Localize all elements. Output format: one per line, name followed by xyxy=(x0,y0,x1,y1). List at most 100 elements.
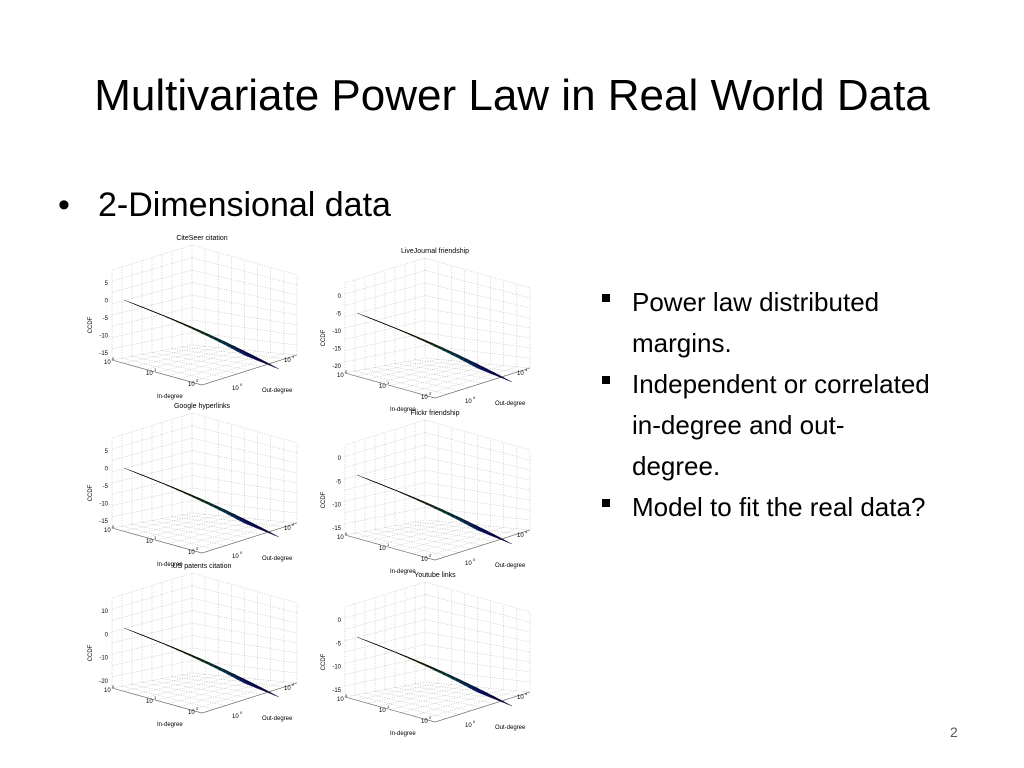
x-tick-label: 10 xyxy=(421,719,428,725)
z-tick-label: -10 xyxy=(332,329,341,335)
ccdf-surface xyxy=(123,627,280,698)
y-tick-label: 10 xyxy=(465,561,472,567)
x-tick-exponent: 1 xyxy=(154,535,157,540)
z-tick-label: -15 xyxy=(99,351,108,357)
x-tick-exponent: 0 xyxy=(112,356,115,361)
x-tick-label: 10 xyxy=(379,546,386,552)
z-tick-label: -10 xyxy=(332,503,341,509)
x-axis-label: In-degree xyxy=(390,407,416,413)
plot-title: Google hyperlinks xyxy=(174,403,231,410)
x-axis-label: In-degree xyxy=(157,562,183,568)
x-tick-label: 10 xyxy=(421,395,428,401)
z-tick-label: -5 xyxy=(336,479,342,485)
plot-google: Google hyperlinks 5 0 -5 -10 -15 CCDF 10 0 10 1 10 2… xyxy=(82,398,317,568)
y-tick-label: 10 xyxy=(517,371,524,377)
ccdf-surface xyxy=(356,636,513,707)
y-axis-label: Out-degree xyxy=(262,388,293,394)
y-tick-exponent: 0 xyxy=(473,395,476,400)
x-tick-label: 10 xyxy=(337,697,344,703)
x-axis-label: In-degree xyxy=(157,394,183,400)
surface-plot-svg: Flickr friendship0-5-10-15CCDF100101102I… xyxy=(321,410,531,575)
x-tick-exponent: 1 xyxy=(387,542,390,547)
x-tick-label: 10 xyxy=(104,688,111,694)
z-tick-label: -10 xyxy=(332,665,341,671)
plot-grid xyxy=(344,257,531,396)
y-tick-label: 10 xyxy=(517,533,524,539)
plot-grid xyxy=(111,244,298,383)
plot-title: US patents citation xyxy=(173,563,232,570)
y-tick-exponent: 4 xyxy=(525,529,528,534)
plot-grid xyxy=(344,581,531,720)
x-tick-label: 10 xyxy=(104,360,111,366)
y-tick-label: 10 xyxy=(232,714,239,720)
x-tick-label: 10 xyxy=(146,699,153,705)
z-tick-label: -10 xyxy=(99,656,108,662)
y-tick-exponent: 4 xyxy=(525,691,528,696)
y-tick-exponent: 1 xyxy=(292,354,295,359)
z-tick-label: 0 xyxy=(338,294,342,300)
plot-youtube: Youtube links 0 -5 -10 -15 CCDF 10 0 10 1 10 2 In-de… xyxy=(315,567,550,737)
z-tick-label: -20 xyxy=(332,364,341,370)
plot-title: CiteSeer citation xyxy=(176,235,227,242)
x-tick-exponent: 2 xyxy=(429,391,432,396)
slide-title: Multivariate Power Law in Real World Dat… xyxy=(94,71,930,120)
x-tick-label: 10 xyxy=(379,708,386,714)
z-tick-label: 0 xyxy=(105,299,109,305)
z-tick-label: -15 xyxy=(332,526,341,532)
x-axis-label: In-degree xyxy=(390,731,416,737)
y-tick-label: 10 xyxy=(232,386,239,392)
y-axis-label: Out-degree xyxy=(262,556,293,562)
y-tick-label: 10 xyxy=(284,526,291,532)
y-tick-exponent: 0 xyxy=(240,382,243,387)
z-tick-label: -5 xyxy=(336,641,342,647)
y-tick-exponent: 0 xyxy=(473,719,476,724)
x-axis-label: In-degree xyxy=(390,569,416,575)
bullet-dot-icon: • xyxy=(58,186,70,224)
z-axis-label: CCDF xyxy=(88,316,94,333)
x-tick-label: 10 xyxy=(188,382,195,388)
z-tick-label: 0 xyxy=(105,632,109,638)
x-tick-exponent: 1 xyxy=(387,704,390,709)
z-tick-label: 5 xyxy=(105,449,109,455)
z-tick-label: -15 xyxy=(332,688,341,694)
page-number: 2 xyxy=(950,724,958,740)
sub-bullet-3: Model to fit the real data? xyxy=(602,487,932,528)
y-tick-exponent: 2 xyxy=(292,522,295,527)
plot-title: Youtube links xyxy=(414,572,456,579)
z-tick-label: -5 xyxy=(336,312,342,318)
plot-grid xyxy=(344,419,531,558)
surface-plot-svg: CiteSeer citation50-5-10-15CCDF100101102… xyxy=(88,235,298,400)
plot-grid xyxy=(111,412,298,551)
plot-title: Flickr friendship xyxy=(410,410,459,417)
plot-title: LiveJournal friendship xyxy=(401,248,469,255)
plot-us-patents: US patents citation 10 0 -10 -20 CCDF 10 0 10 1 10… xyxy=(82,558,317,728)
square-bullet-icon xyxy=(602,376,610,384)
surface-plot-svg: Youtube links0-5-10-15CCDF100101102In-de… xyxy=(321,572,531,737)
ccdf-surface xyxy=(123,299,280,370)
y-tick-exponent: 4 xyxy=(525,367,528,372)
x-tick-exponent: 0 xyxy=(112,684,115,689)
ccdf-surface xyxy=(123,467,280,538)
z-tick-label: 0 xyxy=(105,467,109,473)
x-tick-label: 10 xyxy=(188,710,195,716)
x-tick-exponent: 1 xyxy=(154,695,157,700)
z-axis-label: CCDF xyxy=(88,484,94,501)
y-tick-exponent: 0 xyxy=(240,550,243,555)
sub-bullet-list: Power law distributed margins. Independe… xyxy=(602,282,932,528)
y-axis-label: Out-degree xyxy=(262,716,293,722)
x-tick-label: 10 xyxy=(188,550,195,556)
y-tick-label: 10 xyxy=(284,358,291,364)
surface-plot-svg: LiveJournal friendship0-5-10-15-20CCDF10… xyxy=(321,248,531,413)
x-tick-exponent: 1 xyxy=(387,380,390,385)
x-tick-exponent: 2 xyxy=(196,546,199,551)
x-tick-label: 10 xyxy=(146,539,153,545)
y-tick-label: 10 xyxy=(284,686,291,692)
y-tick-exponent: 2 xyxy=(292,682,295,687)
y-tick-label: 10 xyxy=(465,723,472,729)
z-tick-label: 0 xyxy=(338,456,342,462)
z-tick-label: -10 xyxy=(99,502,108,508)
y-tick-exponent: 0 xyxy=(240,710,243,715)
y-axis-label: Out-degree xyxy=(495,401,526,407)
x-tick-exponent: 2 xyxy=(429,715,432,720)
y-tick-label: 10 xyxy=(232,554,239,560)
